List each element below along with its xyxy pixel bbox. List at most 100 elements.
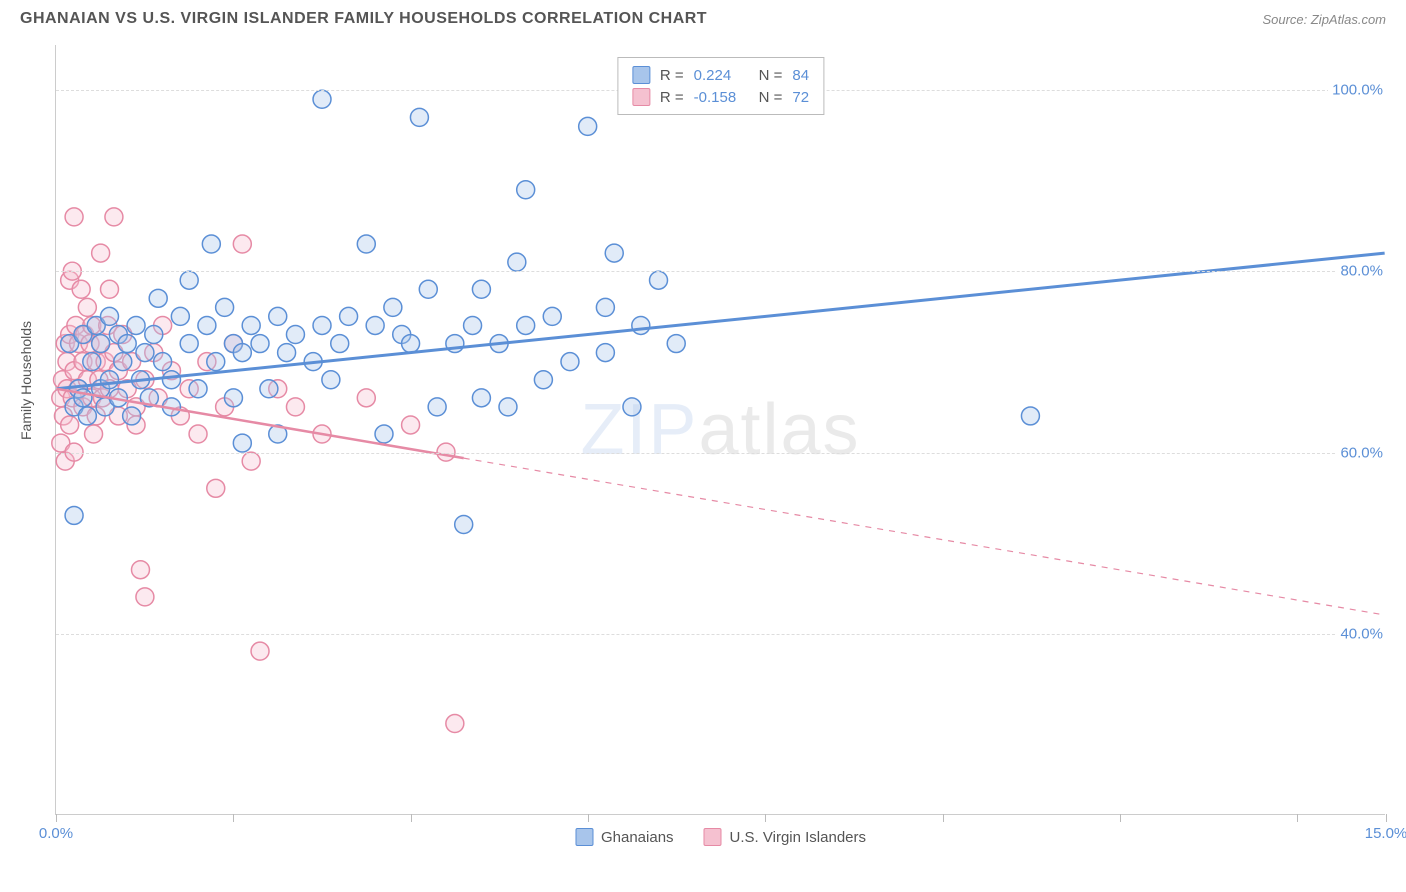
data-point: [224, 389, 242, 407]
data-point: [72, 280, 90, 298]
data-point: [189, 425, 207, 443]
legend-r-value: 0.224: [694, 67, 749, 84]
correlation-legend: R =0.224N =84R =-0.158N =72: [617, 57, 824, 115]
data-point: [446, 715, 464, 733]
data-point: [251, 642, 269, 660]
data-point: [623, 398, 641, 416]
data-point: [278, 344, 296, 362]
data-point: [180, 271, 198, 289]
legend-r-label: R =: [660, 67, 684, 84]
data-point: [650, 271, 668, 289]
series-legend-item: U.S. Virgin Islanders: [704, 828, 866, 846]
chart-plot-area: ZIPatlas R =0.224N =84R =-0.158N =72 Gha…: [55, 45, 1385, 815]
data-point: [92, 244, 110, 262]
x-tick-label: 15.0%: [1365, 825, 1406, 842]
data-point: [1021, 407, 1039, 425]
gridline: [56, 271, 1385, 272]
data-point: [340, 307, 358, 325]
data-point: [162, 371, 180, 389]
data-point: [92, 335, 110, 353]
data-point: [596, 344, 614, 362]
data-point: [127, 316, 145, 334]
data-point: [596, 298, 614, 316]
y-tick-label: 40.0%: [1336, 623, 1387, 644]
source-label: Source: ZipAtlas.com: [1262, 12, 1386, 27]
data-point: [136, 344, 154, 362]
data-point: [605, 244, 623, 262]
series-legend-label: U.S. Virgin Islanders: [730, 829, 866, 846]
x-tick: [1120, 814, 1121, 822]
data-point: [83, 353, 101, 371]
data-point: [118, 335, 136, 353]
data-point: [85, 425, 103, 443]
legend-n-value: 84: [792, 67, 809, 84]
data-point: [534, 371, 552, 389]
data-point: [357, 389, 375, 407]
data-point: [472, 280, 490, 298]
series-legend-item: Ghanaians: [575, 828, 674, 846]
y-axis-label: Family Households: [18, 321, 34, 440]
data-point: [428, 398, 446, 416]
data-point: [579, 117, 597, 135]
data-point: [114, 353, 132, 371]
data-point: [472, 389, 490, 407]
legend-swatch: [704, 828, 722, 846]
data-point: [632, 316, 650, 334]
legend-r-label: R =: [660, 89, 684, 106]
data-point: [145, 326, 163, 344]
data-point: [366, 316, 384, 334]
data-point: [561, 353, 579, 371]
y-tick-label: 60.0%: [1336, 442, 1387, 463]
correlation-legend-row: R =-0.158N =72: [632, 86, 809, 108]
scatter-svg: [56, 45, 1385, 814]
data-point: [242, 316, 260, 334]
legend-swatch: [632, 88, 650, 106]
data-point: [402, 416, 420, 434]
x-tick: [588, 814, 589, 822]
x-tick: [411, 814, 412, 822]
gridline: [56, 634, 1385, 635]
data-point: [543, 307, 561, 325]
data-point: [123, 407, 141, 425]
correlation-legend-row: R = 0.224 N = 84: [632, 64, 809, 86]
y-tick-label: 100.0%: [1328, 80, 1387, 101]
data-point: [517, 316, 535, 334]
data-point: [78, 298, 96, 316]
legend-swatch: [575, 828, 593, 846]
data-point: [331, 335, 349, 353]
chart-title: GHANAIAN VS U.S. VIRGIN ISLANDER FAMILY …: [20, 10, 707, 28]
legend-n-value: 72: [792, 89, 809, 106]
x-tick-label: 0.0%: [39, 825, 73, 842]
data-point: [242, 452, 260, 470]
y-tick-label: 80.0%: [1336, 261, 1387, 282]
x-tick: [765, 814, 766, 822]
data-point: [402, 335, 420, 353]
series-legend: Ghanaians U.S. Virgin Islanders: [575, 828, 866, 846]
data-point: [499, 398, 517, 416]
data-point: [233, 235, 251, 253]
data-point: [251, 335, 269, 353]
data-point: [149, 289, 167, 307]
data-point: [78, 407, 96, 425]
data-point: [61, 416, 79, 434]
x-tick: [1386, 814, 1387, 822]
data-point: [101, 307, 119, 325]
data-point: [233, 344, 251, 362]
data-point: [286, 326, 304, 344]
data-point: [180, 335, 198, 353]
data-point: [207, 479, 225, 497]
legend-n-label: N =: [759, 67, 783, 84]
legend-swatch: [632, 66, 650, 84]
legend-r-value: -0.158: [694, 89, 749, 106]
gridline: [56, 453, 1385, 454]
data-point: [286, 398, 304, 416]
data-point: [269, 307, 287, 325]
data-point: [384, 298, 402, 316]
data-point: [313, 316, 331, 334]
data-point: [198, 316, 216, 334]
data-point: [154, 353, 172, 371]
data-point: [464, 316, 482, 334]
data-point: [202, 235, 220, 253]
data-point: [233, 434, 251, 452]
data-point: [189, 380, 207, 398]
